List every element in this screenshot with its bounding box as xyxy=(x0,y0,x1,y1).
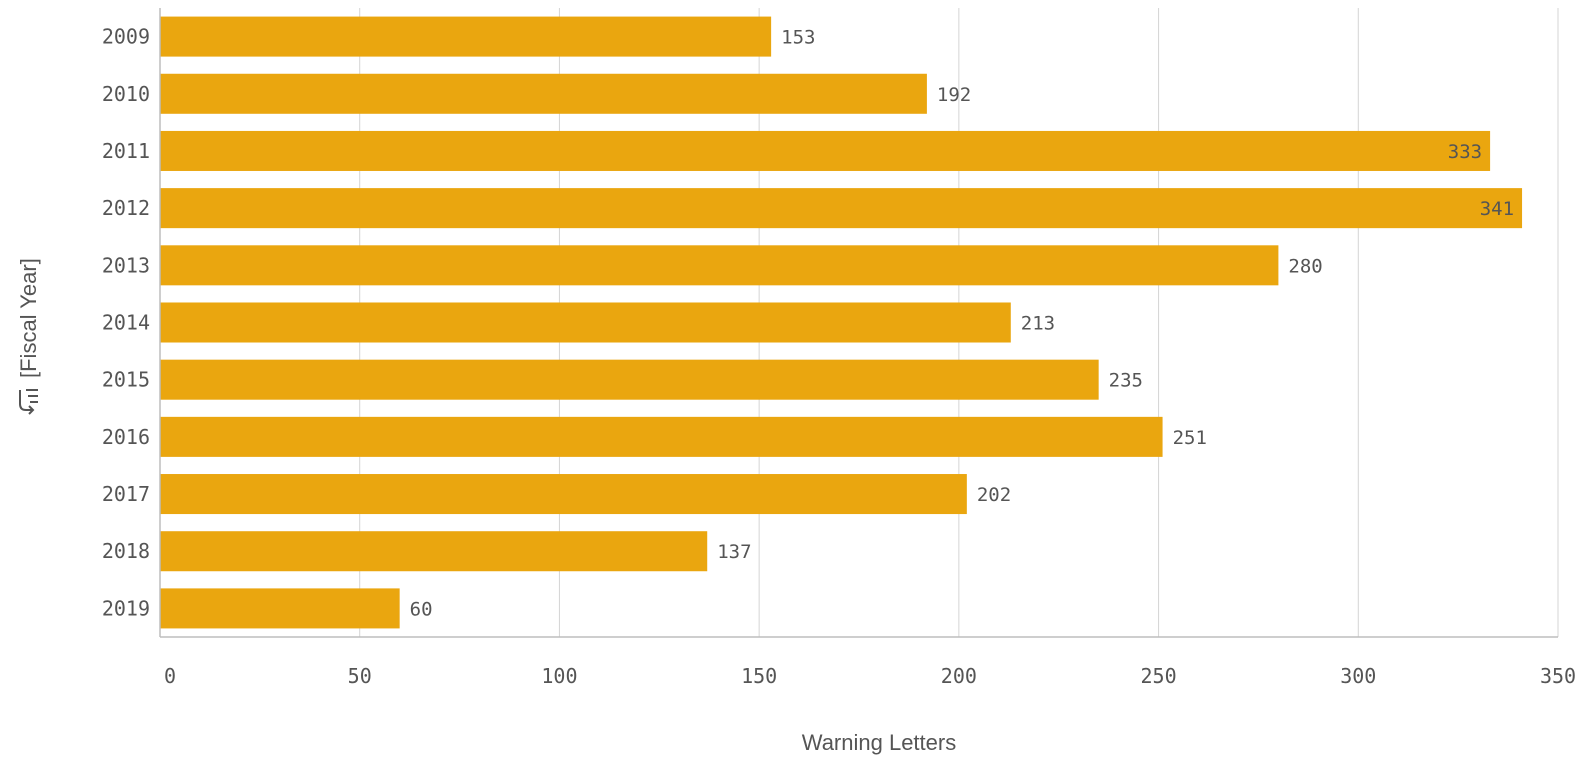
y-tick-label: 2013 xyxy=(102,253,150,277)
data-label: 251 xyxy=(1173,427,1207,449)
x-tick-label: 200 xyxy=(941,664,977,688)
y-tick-label: 2010 xyxy=(102,82,150,106)
y-tick-label: 2019 xyxy=(102,596,150,620)
data-label: 341 xyxy=(1480,198,1514,220)
data-labels: 153 192 333 341 280 213 235 251 202 137 60 xyxy=(410,27,1514,621)
y-tick-label: 2016 xyxy=(102,425,150,449)
y-axis-title: [Fiscal Year] xyxy=(16,258,41,378)
bar[interactable] xyxy=(160,16,772,57)
bar[interactable] xyxy=(160,73,927,114)
x-tick-label: 50 xyxy=(348,664,372,688)
x-tick-label: 300 xyxy=(1340,664,1376,688)
data-label: 235 xyxy=(1109,370,1143,392)
y-tick-label: 2011 xyxy=(102,139,150,163)
bar[interactable] xyxy=(160,531,708,572)
y-axis-title-group[interactable]: [Fiscal Year] xyxy=(16,258,41,415)
y-tick-label: 2015 xyxy=(102,368,150,392)
x-tick-label: 250 xyxy=(1141,664,1177,688)
bars xyxy=(160,16,1523,629)
data-label: 213 xyxy=(1021,313,1055,335)
bar[interactable] xyxy=(160,474,967,515)
data-label: 202 xyxy=(977,484,1011,506)
x-tick-label: 0 xyxy=(164,664,176,688)
x-axis-title: Warning Letters xyxy=(802,730,956,755)
y-tick-label: 2017 xyxy=(102,482,150,506)
x-tick-label: 100 xyxy=(541,664,577,688)
y-tick-label: 2014 xyxy=(102,311,150,335)
data-label: 192 xyxy=(937,84,971,106)
bar[interactable] xyxy=(160,130,1491,171)
data-label: 333 xyxy=(1448,141,1482,163)
y-axis-ticks: 2009 2010 2011 2012 2013 2014 2015 2016 2017 2018… xyxy=(102,25,150,621)
y-tick-label: 2018 xyxy=(102,539,150,563)
y-tick-label: 2012 xyxy=(102,196,150,220)
bar[interactable] xyxy=(160,416,1163,457)
x-axis-ticks: 0 50 100 150 200 250 300 350 xyxy=(164,664,1576,688)
x-tick-label: 350 xyxy=(1540,664,1576,688)
sort-icon[interactable] xyxy=(19,389,38,415)
bar[interactable] xyxy=(160,302,1011,343)
data-label: 280 xyxy=(1288,255,1322,277)
y-tick-label: 2009 xyxy=(102,25,150,49)
data-label: 153 xyxy=(781,27,815,49)
bar[interactable] xyxy=(160,359,1099,400)
x-tick-label: 150 xyxy=(741,664,777,688)
data-label: 137 xyxy=(717,541,751,563)
data-label: 60 xyxy=(410,598,433,620)
bar[interactable] xyxy=(160,588,400,629)
bar[interactable] xyxy=(160,188,1523,229)
bar[interactable] xyxy=(160,245,1279,286)
